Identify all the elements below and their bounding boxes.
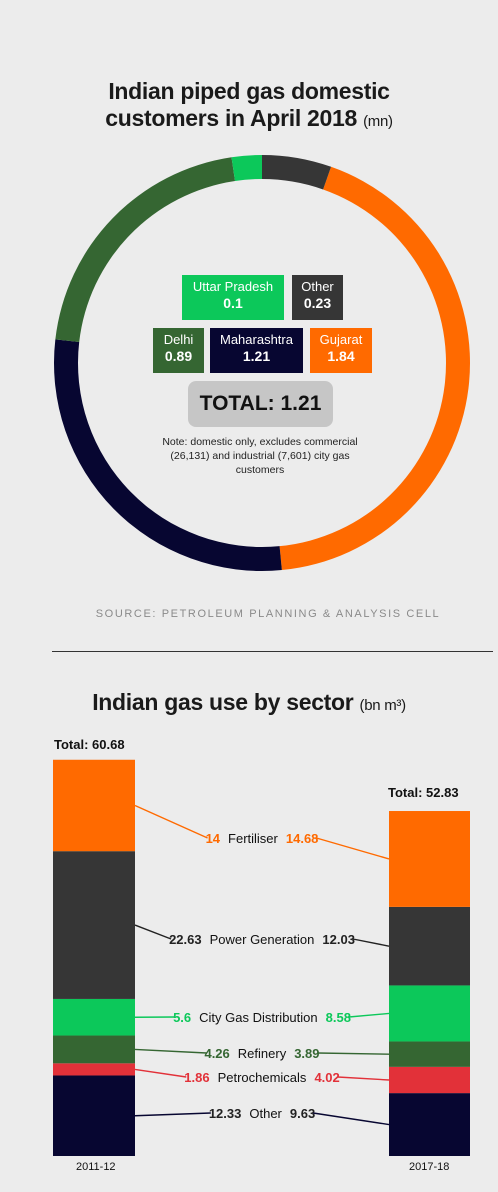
leader-line-2011-12-other <box>134 1112 211 1117</box>
leader-line-2011-12-power-generation <box>134 924 172 940</box>
value-2011-12-city-gas-distribution: 5.6 <box>173 1010 191 1025</box>
leader-line-2017-18-city-gas-distribution <box>348 1012 390 1018</box>
leader-line-2011-12-petrochemicals <box>134 1068 187 1078</box>
value-2017-18-city-gas-distribution: 8.58 <box>326 1010 351 1025</box>
year-label-2017-18: 2017-18 <box>409 1161 450 1173</box>
bar-segment-2011-12-petrochemicals <box>53 1063 135 1076</box>
label-uttar-pradesh-value: 0.1 <box>223 295 243 311</box>
donut-slice-other <box>262 155 332 190</box>
sector-name-fertiliser: Fertiliser <box>228 831 279 846</box>
sector-name-power-generation: Power Generation <box>210 932 315 947</box>
sector-name-petrochemicals: Petrochemicals <box>218 1070 307 1085</box>
value-2017-18-power-generation: 12.03 <box>322 932 355 947</box>
leader-line-2017-18-power-generation <box>352 938 390 947</box>
leader-line-2017-18-petrochemicals <box>337 1076 390 1081</box>
value-2011-12-refinery: 4.26 <box>204 1046 229 1061</box>
sector-text-fertiliser: 14 Fertiliser 14.68 <box>206 831 319 846</box>
label-uttar-pradesh: Uttar Pradesh 0.1 <box>182 275 284 320</box>
label-delhi-name: Delhi <box>163 332 194 347</box>
bar-title-main: Indian gas use by sector <box>92 689 354 715</box>
value-2011-12-power-generation: 22.63 <box>169 932 202 947</box>
leader-line-2011-12-fertiliser <box>134 804 208 839</box>
sector-label-city-gas-distribution: 5.6 City Gas Distribution 8.58 <box>134 1010 390 1025</box>
sector-label-refinery: 4.26 Refinery 3.89 <box>134 1046 390 1061</box>
value-2017-18-other: 9.63 <box>290 1106 315 1121</box>
sector-name-city-gas-distribution: City Gas Distribution <box>199 1010 317 1025</box>
donut-title-unit: (mn) <box>363 113 393 130</box>
label-maharashtra-name: Maharashtra <box>220 332 293 347</box>
label-maharashtra: Maharashtra 1.21 <box>210 328 303 373</box>
bar-segment-2017-18-petrochemicals <box>389 1066 470 1094</box>
sector-text-petrochemicals: 1.86 Petrochemicals 4.02 <box>184 1070 340 1085</box>
bar-total-2011-12: Total: 60.68 <box>54 737 125 752</box>
bar-segment-2011-12-refinery <box>53 1035 135 1064</box>
label-uttar-pradesh-name: Uttar Pradesh <box>192 279 274 294</box>
sector-text-other: 12.33 Other 9.63 <box>209 1106 315 1121</box>
label-delhi-value: 0.89 <box>164 348 193 364</box>
value-2017-18-fertiliser: 14.68 <box>286 831 319 846</box>
label-other-name: Other <box>301 279 334 294</box>
value-2011-12-fertiliser: 14 <box>206 831 221 846</box>
bar-segment-2011-12-city-gas-distribution <box>53 998 135 1036</box>
sector-label-petrochemicals: 1.86 Petrochemicals 4.02 <box>134 1068 390 1085</box>
donut-chart-title: Indian piped gas domestic customers in A… <box>0 78 498 135</box>
bar-title-unit: (bn m³) <box>359 697 407 714</box>
source-credit: SOURCE: PETROLEUM PLANNING & ANALYSIS CE… <box>95 608 441 620</box>
donut-slice-maharashtra <box>53 339 282 571</box>
value-2017-18-petrochemicals: 4.02 <box>314 1070 339 1085</box>
label-gujarat-value: 1.84 <box>327 348 355 364</box>
year-label-2011-12: 2011-12 <box>76 1161 116 1173</box>
total-badge: TOTAL: 1.21 <box>188 381 333 427</box>
bar-segment-2017-18-city-gas-distribution <box>389 985 470 1042</box>
sector-name-refinery: Refinery <box>238 1046 287 1061</box>
value-2011-12-other: 12.33 <box>209 1106 242 1121</box>
section-divider <box>52 651 493 652</box>
donut-chart <box>53 155 471 571</box>
sector-name-other: Other <box>249 1106 282 1121</box>
donut-slice-uttar-pradesh <box>231 155 262 181</box>
sector-label-power-generation: 22.63 Power Generation 12.03 <box>134 924 390 947</box>
sector-label-fertiliser: 14 Fertiliser 14.68 <box>134 804 390 860</box>
bar-segment-2011-12-power-generation <box>53 851 135 999</box>
donut-title-line1: Indian piped gas domestic <box>108 78 390 104</box>
label-gujarat-name: Gujarat <box>319 332 363 347</box>
sector-text-refinery: 4.26 Refinery 3.89 <box>204 1046 319 1061</box>
value-2017-18-refinery: 3.89 <box>294 1046 319 1061</box>
donut-slice-delhi <box>55 157 236 343</box>
bar-chart-title: Indian gas use by sector (bn m³) <box>0 689 498 719</box>
label-other-value: 0.23 <box>303 295 332 311</box>
bar-segment-2017-18-other <box>389 1093 470 1156</box>
bar-segment-2011-12-fertiliser <box>53 759 135 852</box>
leader-line-2017-18-refinery <box>317 1052 390 1055</box>
value-2011-12-petrochemicals: 1.86 <box>184 1070 209 1085</box>
bar-total-2017-18: Total: 52.83 <box>388 785 459 800</box>
leader-line-2011-12-refinery <box>134 1048 207 1054</box>
bar-segment-2017-18-fertiliser <box>389 811 470 907</box>
leader-line-2017-18-fertiliser <box>316 837 390 860</box>
sector-text-power-generation: 22.63 Power Generation 12.03 <box>169 932 355 947</box>
sector-label-other: 12.33 Other 9.63 <box>134 1106 390 1126</box>
donut-title-line2: customers in April 2018 <box>105 105 357 131</box>
donut-slice-gujarat <box>279 166 471 571</box>
leader-line-2017-18-other <box>313 1112 390 1126</box>
label-gujarat: Gujarat 1.84 <box>310 328 372 373</box>
label-delhi: Delhi 0.89 <box>153 328 204 373</box>
bar-segment-2011-12-other <box>53 1075 135 1156</box>
label-other: Other 0.23 <box>292 275 343 320</box>
donut-note: Note: domestic only, excludes commercial… <box>162 436 358 476</box>
bar-segment-2017-18-power-generation <box>389 906 470 986</box>
sector-text-city-gas-distribution: 5.6 City Gas Distribution 8.58 <box>173 1010 351 1025</box>
label-maharashtra-value: 1.21 <box>242 348 271 364</box>
bar-segment-2017-18-refinery <box>389 1041 470 1067</box>
